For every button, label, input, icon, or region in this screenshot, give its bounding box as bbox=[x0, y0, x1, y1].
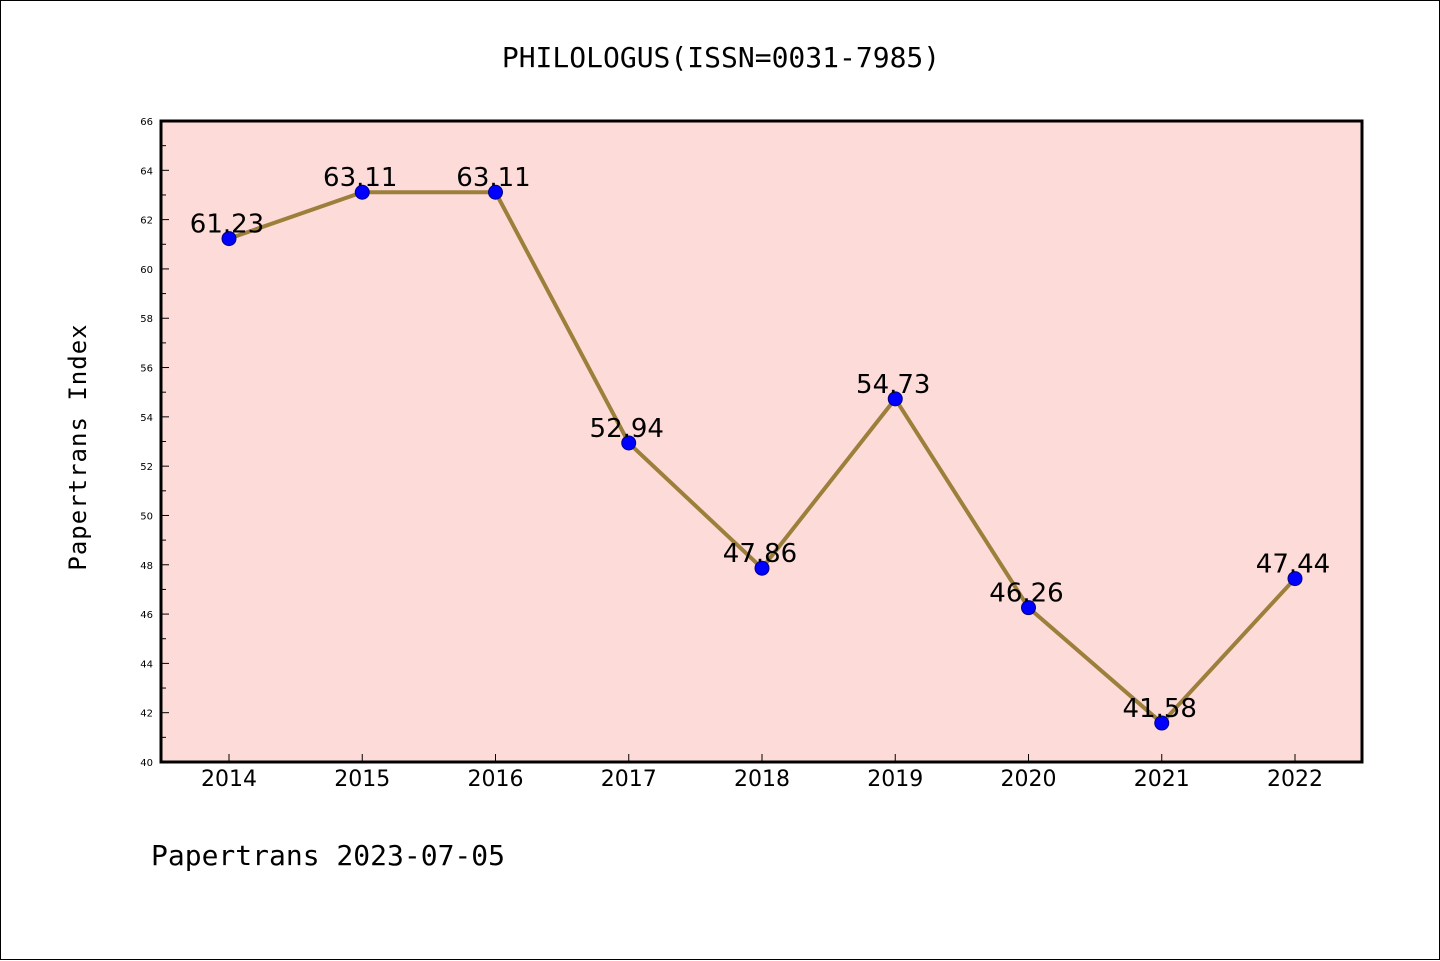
x-tick-label: 2020 bbox=[1001, 767, 1057, 792]
y-tick-label: 64 bbox=[140, 166, 153, 177]
y-tick-label: 48 bbox=[140, 561, 153, 572]
y-tick-label: 52 bbox=[140, 462, 153, 473]
x-tick-label: 2014 bbox=[201, 767, 257, 792]
data-label-group: 61.23 63.11 63.11 52.94 47.86 54.73 46.26 41.58… bbox=[190, 163, 1330, 724]
x-axis: 2014 2015 2016 2017 2018 2019 2020 2021 2022 bbox=[201, 754, 1323, 792]
x-tick-label: 2019 bbox=[867, 767, 923, 792]
footer-text: Papertrans 2023-07-05 bbox=[151, 839, 505, 872]
chart-title: PHILOLOGUS(ISSN=0031-7985) bbox=[502, 41, 940, 74]
data-point-marker bbox=[221, 231, 237, 247]
data-point-marker bbox=[488, 184, 503, 200]
data-label: 63.11 bbox=[456, 163, 530, 193]
data-label: 63.11 bbox=[323, 163, 397, 193]
y-axis-label: Papertrans Index bbox=[64, 323, 92, 570]
x-tick-label: 2016 bbox=[468, 767, 524, 792]
data-point-marker bbox=[754, 560, 770, 576]
data-point-marker bbox=[1154, 715, 1170, 731]
y-tick-label: 54 bbox=[140, 413, 153, 424]
y-tick-label: 66 bbox=[140, 117, 153, 128]
data-point-marker bbox=[354, 184, 370, 200]
y-tick-label: 60 bbox=[140, 265, 153, 276]
y-tick-label: 40 bbox=[140, 758, 153, 769]
data-point-marker bbox=[887, 391, 903, 407]
data-label: 47.44 bbox=[1256, 550, 1330, 580]
x-tick-label: 2017 bbox=[601, 767, 657, 792]
y-tick-label: 44 bbox=[140, 659, 153, 670]
data-label: 61.23 bbox=[190, 210, 264, 240]
data-label: 54.73 bbox=[856, 370, 930, 400]
y-tick-label: 46 bbox=[140, 610, 153, 621]
data-label: 47.86 bbox=[723, 539, 797, 569]
y-tick-label: 62 bbox=[140, 216, 153, 227]
y-tick-label: 42 bbox=[140, 709, 153, 720]
y-tick-label: 50 bbox=[140, 511, 153, 522]
y-axis: 40 42 44 46 48 50 52 54 56 58 60 62 64 66 bbox=[140, 117, 169, 769]
plot-area bbox=[159, 119, 1364, 764]
x-tick-label: 2021 bbox=[1134, 767, 1190, 792]
x-tick-label: 2018 bbox=[734, 767, 790, 792]
marker-group bbox=[221, 184, 1303, 731]
y-tick-label: 58 bbox=[140, 314, 153, 325]
x-tick-label: 2015 bbox=[334, 767, 390, 792]
data-point-marker bbox=[1287, 571, 1303, 587]
data-label: 52.94 bbox=[590, 414, 664, 444]
data-point-marker bbox=[1021, 600, 1036, 616]
data-label: 46.26 bbox=[989, 579, 1063, 609]
data-point-marker bbox=[621, 435, 637, 451]
data-label: 41.58 bbox=[1123, 694, 1197, 724]
y-tick-label: 56 bbox=[140, 364, 153, 375]
x-tick-label: 2022 bbox=[1267, 767, 1323, 792]
